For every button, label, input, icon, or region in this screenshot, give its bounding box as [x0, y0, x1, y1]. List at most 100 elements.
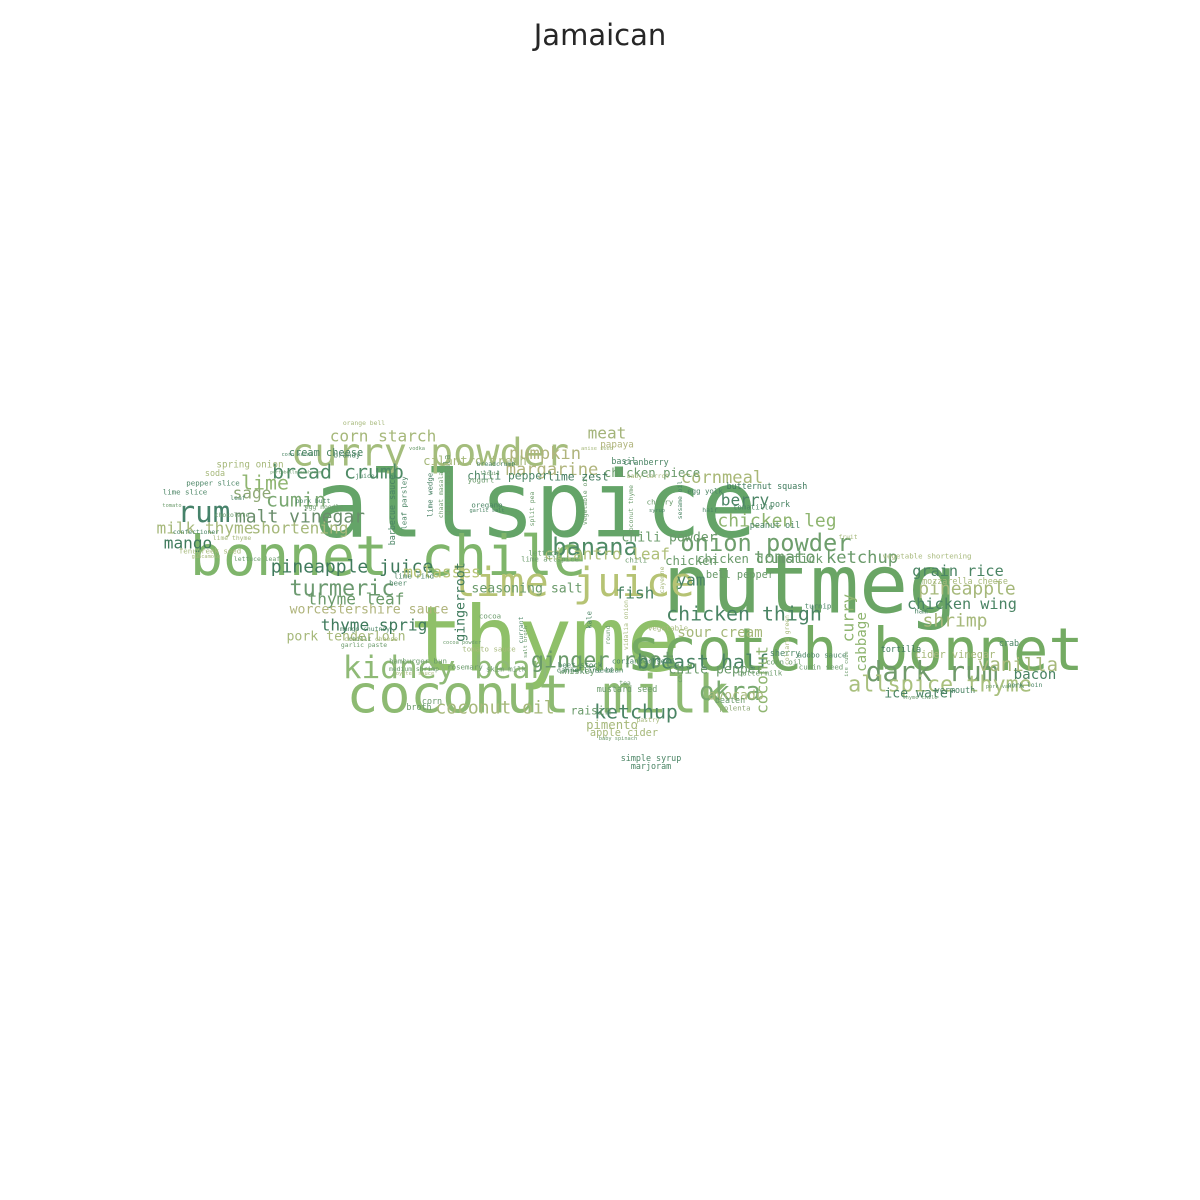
word-meat: meat	[588, 424, 627, 443]
word-salt-broth: salt broth	[523, 626, 529, 658]
word-pineapple-juice: pineapple juice	[271, 557, 434, 578]
word-breast-half: breast half	[637, 651, 769, 674]
word-seasoning-salt: seasoning salt	[471, 582, 582, 597]
chart-title: Jamaican	[533, 18, 667, 52]
word-mango-chutney: mango chutney	[340, 625, 390, 633]
word-currant: currant	[517, 616, 525, 643]
word-cornmeal: cornmeal	[681, 468, 763, 488]
word-thyme-sprig: thyme sprig	[321, 616, 428, 635]
word-fenugreek-seed: fenugreek seed	[179, 547, 241, 556]
word-chili-powder: chili powder	[621, 531, 716, 546]
word-anise-seed: anise seed	[581, 446, 613, 452]
word-gingerroot: gingerroot	[454, 562, 469, 641]
word-pepper-slice: pepper slice	[186, 479, 240, 488]
word-chicken-thigh: chicken thigh	[666, 603, 822, 626]
word-chicken-leg: chicken leg	[717, 511, 836, 532]
word-tomato-sauce: tomato sauce	[462, 645, 516, 654]
word-turnip: turnip	[805, 602, 832, 611]
word-grain-rice: grain rice	[912, 562, 1003, 580]
word-collard-green: collard green	[783, 615, 791, 665]
word-guacamole: guacamole	[192, 554, 221, 560]
word-lettuce-leaf: lettuce leaf	[234, 555, 280, 563]
word-cayenne: cayenne	[658, 566, 666, 593]
word-vegetable-oil: vegetable oil	[581, 475, 589, 525]
word-fruit: fruit	[838, 533, 857, 541]
word-bonnet-chile: bonnet chile	[190, 524, 586, 588]
word-vodka: vodka	[409, 446, 425, 452]
word-thyme: thyme	[409, 588, 681, 693]
word-peanut-oil: peanut oil	[750, 520, 800, 530]
word-beet-stock: beet stock	[558, 661, 603, 670]
word-vermouth: vermouth	[935, 685, 975, 695]
word-lime-thyme: lime thyme	[213, 534, 252, 542]
word-chicken-piece: chicken piece	[604, 466, 700, 480]
word-coconut-oil: coconut oil	[435, 698, 554, 719]
word-berry: berry	[721, 491, 770, 510]
word-shortening: shortening	[252, 519, 349, 538]
word-mozzarella-cheese: mozzarella cheese	[922, 576, 1008, 586]
word-sage: sage	[233, 484, 272, 503]
word-tomato: tomato	[162, 503, 181, 509]
word-corn-oil: corn oil	[766, 658, 802, 667]
word-chicken: chicken	[665, 554, 717, 568]
word-tomato-ketchup: tomato ketchup	[754, 548, 898, 568]
word-cream-cheese: cream cheese	[289, 447, 363, 459]
word-portobello-mushroom: portobello mushroom	[270, 470, 322, 476]
word-baby-carrot: baby carrot	[627, 472, 669, 480]
word-garam-masala: garam masala	[442, 455, 452, 516]
word-vanilla: vanilla	[978, 654, 1058, 676]
word-thyme-chile: thyme chile	[902, 695, 937, 701]
word-basil: basil	[611, 456, 636, 466]
word-egg-noodle: egg noodle	[305, 503, 344, 511]
word-cannellini-bean: cannellini bean	[557, 666, 624, 675]
word-round: round	[604, 625, 612, 644]
word-banana: banana	[552, 533, 638, 561]
word-soda: soda	[205, 468, 225, 478]
word-chip: chip	[676, 667, 684, 683]
word-coconut-thyme: coconut thyme	[627, 485, 635, 535]
word-oyster-sauce: oyster sauce	[396, 671, 434, 677]
word-cilantro-leaf: cilantro leaf	[544, 545, 670, 564]
word-lime-slice: lime slice	[163, 488, 208, 497]
word-chilli: chilli	[348, 635, 371, 643]
word-split-pea: split pea	[528, 492, 536, 527]
word-onion-powder: onion powder	[680, 529, 851, 557]
word-syrup: syrup	[649, 508, 665, 514]
word-cumin: cumin	[266, 489, 326, 512]
word-chicken-wing: chicken wing	[907, 595, 1017, 613]
word-skim-milk: skim milk	[486, 665, 527, 674]
word-corn-kernel: corn kernel	[281, 452, 316, 458]
word-sherry: sherry	[770, 648, 800, 658]
word-malt-vinegar: malt vinegar	[235, 507, 365, 528]
word-lime-juice: lime juice	[451, 558, 694, 606]
word-leaf-parsley: leaf parsley	[400, 476, 409, 530]
word-cilantro-fresh: cilantro fresh	[423, 454, 527, 468]
word-cranberry: cranberry	[623, 457, 668, 467]
word-liquid: liquid	[480, 471, 499, 477]
word-egg-yolk: egg yolk	[687, 487, 723, 496]
word-garlic-paste: garlic paste	[341, 641, 387, 649]
word-thyme-leaf: thyme leaf	[308, 590, 405, 609]
word-allspice: allspice	[313, 452, 756, 559]
word-papaya: papaya	[600, 440, 634, 451]
word-lime-rind: lime rind	[394, 572, 434, 581]
word-yogurt: yogurt	[468, 476, 495, 485]
word-cocoa-powder: cocoa powder	[443, 640, 481, 646]
word-vidalia-onion: vidalia onion	[622, 600, 630, 650]
word-pimento: pimento	[586, 718, 638, 732]
word-pork-vanilla: pork vanilla	[986, 684, 1024, 690]
word-brandy: brandy	[334, 451, 361, 460]
word-sesame-oil: sesame oil	[676, 481, 684, 520]
word-polenta: polenta	[719, 704, 750, 713]
word-bread-crumb: bread crumb	[272, 461, 404, 484]
word-leaf: leaf	[230, 494, 246, 502]
word-beer: beer	[389, 579, 407, 588]
word-nutmeg: nutmeg	[663, 538, 957, 633]
word-chile-pepper: chile pepper	[668, 663, 763, 678]
word-raisin: raisin	[571, 705, 612, 718]
word-garlic-salt: garlic salt	[469, 508, 504, 514]
word-sour-cream: sour cream	[677, 625, 762, 641]
word-pork-loin: pork loin	[1008, 681, 1043, 689]
word-whiskey: whiskey	[559, 666, 594, 676]
